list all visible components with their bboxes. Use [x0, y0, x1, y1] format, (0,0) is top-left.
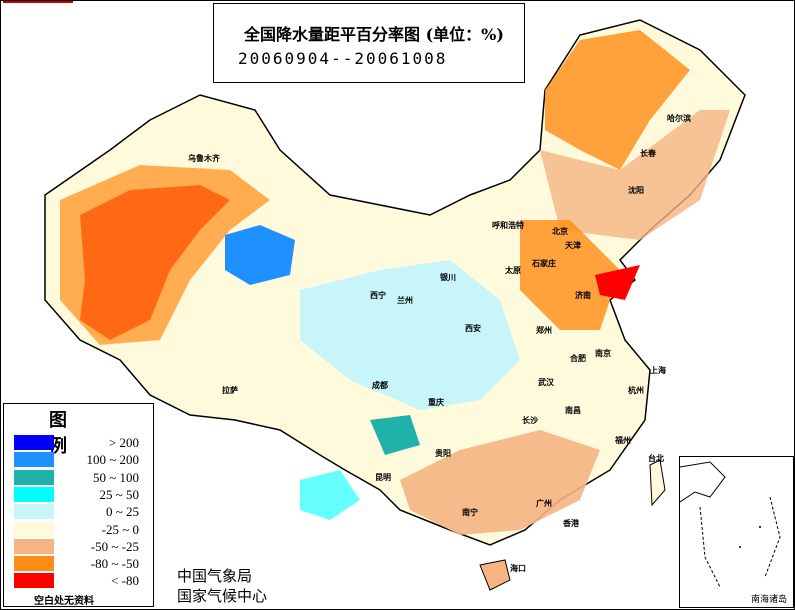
city-label: 兰州 — [397, 296, 413, 305]
city-label: 太原 — [505, 266, 521, 275]
city-label: 哈尔滨 — [667, 114, 691, 123]
legend-swatch — [14, 435, 54, 450]
region-xinjiang-blue — [225, 225, 295, 285]
legend-item: 0 ~ 25 — [14, 504, 144, 520]
legend-item: 100 ~ 200 — [14, 452, 144, 468]
city-label: 长春 — [640, 149, 656, 158]
city-label: 南宁 — [462, 508, 478, 517]
map-title: 全国降水量距平百分率图 (单位：%) — [244, 25, 504, 44]
legend-item: 25 ~ 50 — [14, 486, 144, 503]
legend-item: > 200 — [14, 435, 144, 451]
city-label: 天津 — [565, 241, 581, 250]
legend-label: -80 ~ -50 — [90, 556, 139, 572]
organization: 中国气象局 国家气候中心 — [177, 566, 267, 606]
org-line-2: 国家气候中心 — [177, 587, 268, 605]
city-label: 福州 — [615, 436, 631, 445]
region-shandong-red — [595, 265, 640, 300]
region-sw-teal — [370, 415, 420, 455]
date-range: 20060904--20061008 — [238, 49, 448, 68]
legend-item: -80 ~ -50 — [14, 556, 144, 572]
city-label: 武汉 — [538, 378, 554, 387]
region-west-orange — [60, 165, 270, 345]
city-label: 西宁 — [370, 291, 386, 300]
city-label: 拉萨 — [222, 386, 238, 395]
legend: 图 例 > 200 100 ~ 200 50 ~ 100 25 ~ 50 0 ~ 25-… — [3, 403, 154, 607]
inset-map — [679, 461, 781, 588]
legend-swatch — [14, 452, 54, 468]
region-north-orange — [520, 220, 620, 330]
city-label: 台北 — [648, 454, 664, 463]
hainan — [479, 559, 511, 591]
legend-label: -50 ~ -25 — [90, 538, 139, 554]
legend-label: < -80 — [111, 573, 139, 589]
city-label: 银川 — [440, 273, 456, 282]
city-label: 沈阳 — [628, 186, 644, 195]
region-yunnan-cyan — [300, 470, 360, 520]
legend-item: -50 ~ -25 — [14, 538, 144, 555]
legend-label: -25 ~ 0 — [101, 521, 139, 537]
title-box: 全国降水量距平百分率图 (单位：%) 20060904--20061008 — [213, 3, 525, 83]
city-label: 重庆 — [428, 398, 444, 407]
city-label: 香港 — [563, 519, 579, 528]
legend-swatch — [14, 556, 54, 572]
south-china-sea-inset: 南海诸岛 — [679, 456, 794, 608]
city-label: 广州 — [536, 499, 552, 508]
city-label: 成都 — [372, 381, 388, 390]
city-label: 石家庄 — [532, 259, 556, 268]
top-strip — [3, 0, 73, 3]
city-label: 济南 — [575, 291, 591, 300]
city-label: 海口 — [510, 564, 526, 573]
no-data-note: 空白处无资料 — [34, 596, 94, 607]
org-line-1: 中国气象局 — [177, 567, 253, 585]
legend-swatch — [14, 573, 54, 589]
legend-label: 0 ~ 25 — [105, 504, 139, 520]
legend-swatch — [14, 486, 54, 502]
legend-item: -25 ~ 0 — [14, 521, 144, 538]
city-label: 昆明 — [375, 473, 391, 482]
city-label: 贵阳 — [435, 449, 451, 458]
city-label: 合肥 — [570, 354, 586, 363]
region-central-lightblue — [300, 260, 520, 410]
legend-label: 25 ~ 50 — [99, 486, 139, 502]
legend-label: 100 ~ 200 — [86, 452, 139, 468]
city-label: 北京 — [552, 227, 568, 236]
city-label: 南昌 — [565, 406, 581, 415]
city-label: 杭州 — [628, 386, 644, 395]
legend-swatch — [14, 469, 54, 485]
legend-label: 50 ~ 100 — [92, 469, 139, 485]
city-label: 郑州 — [536, 326, 552, 335]
region-ne-orange — [545, 30, 690, 170]
city-label: 上海 — [650, 366, 666, 375]
legend-swatch — [14, 538, 54, 554]
inset-label: 南海诸岛 — [750, 595, 787, 605]
city-label: 西安 — [465, 324, 481, 333]
city-label: 南京 — [595, 349, 611, 358]
legend-swatch — [14, 521, 54, 537]
legend-swatch — [14, 504, 54, 520]
legend-item: 50 ~ 100 — [14, 469, 144, 486]
legend-label: > 200 — [108, 435, 139, 450]
region-ne-tan — [540, 110, 730, 240]
city-label: 呼和浩特 — [492, 221, 524, 230]
region-south-tan — [400, 430, 600, 535]
city-label: 长沙 — [522, 416, 538, 425]
taiwan — [649, 459, 666, 507]
legend-item: < -80 — [14, 573, 144, 589]
city-label: 乌鲁木齐 — [188, 154, 220, 163]
